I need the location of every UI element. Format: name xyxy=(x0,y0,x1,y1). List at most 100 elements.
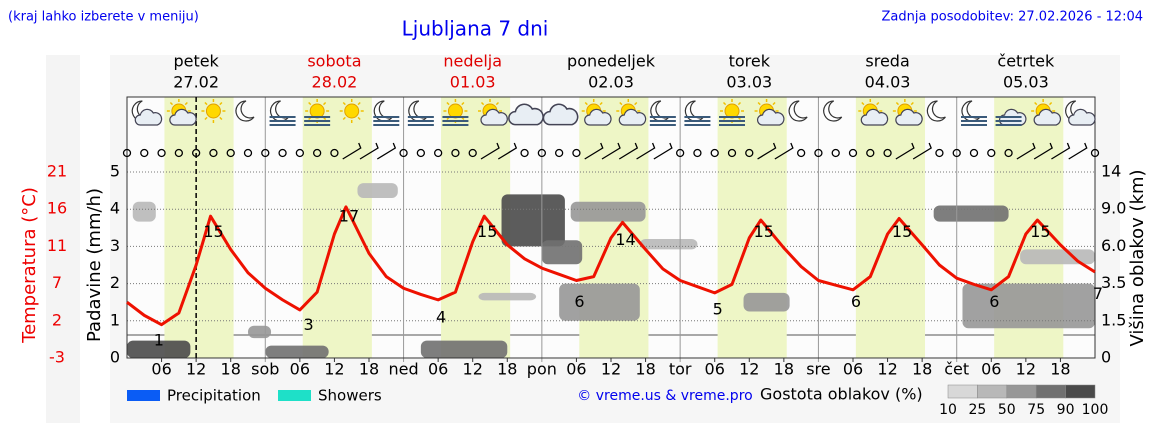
legend-label: Showers xyxy=(318,387,382,405)
moon xyxy=(373,100,393,122)
wind-calm xyxy=(433,148,443,158)
weather-icon xyxy=(407,100,434,126)
temp-tick-label: 11 xyxy=(47,236,67,255)
sun-ray xyxy=(204,116,208,121)
weather-icon xyxy=(166,99,197,126)
wind-barb xyxy=(653,142,673,160)
temp-label: 5 xyxy=(713,300,723,319)
sun xyxy=(724,103,740,119)
wind-calm xyxy=(174,148,184,158)
density-swatch xyxy=(977,384,1008,399)
temp-label: 3 xyxy=(304,315,314,334)
temp-label: 4 xyxy=(436,307,446,326)
y-tick-label: 4 xyxy=(110,199,120,218)
y2-tick-label: 6.0 xyxy=(1101,236,1126,255)
day-date: 03.03 xyxy=(726,73,772,92)
wind-calm xyxy=(278,148,287,158)
wind-calm xyxy=(1004,148,1013,158)
cloud xyxy=(1068,108,1096,126)
x-tick-label: 06 xyxy=(566,360,586,379)
wind-calm xyxy=(831,148,840,158)
density-swatch xyxy=(1006,384,1037,399)
wind-calm xyxy=(710,148,719,158)
daylight-band xyxy=(717,97,787,358)
y-tick-label: 1 xyxy=(110,310,120,329)
day-name: sreda xyxy=(865,52,909,71)
weather-icon xyxy=(961,100,987,126)
day-date: 01.03 xyxy=(450,73,496,92)
wind-calm xyxy=(554,148,564,158)
wind-barb xyxy=(1016,142,1036,160)
temp-label: 7 xyxy=(1093,284,1103,303)
weather-icon xyxy=(616,99,647,126)
cloud xyxy=(584,108,612,126)
wind-barb xyxy=(618,142,639,160)
weather-icon xyxy=(1031,99,1062,126)
wind-calm xyxy=(796,148,806,158)
y-tick-label: 3 xyxy=(110,236,120,255)
wind-calm xyxy=(122,148,132,158)
cloud xyxy=(1033,108,1062,126)
daylight-band xyxy=(441,97,511,358)
day-date: 02.03 xyxy=(588,73,634,92)
sun-ray xyxy=(1034,101,1038,106)
temp-tick-label: -3 xyxy=(49,348,65,367)
wind-barb xyxy=(1068,142,1088,160)
density-swatch xyxy=(1035,384,1066,399)
temp-axis-label: Temperatura (°C) xyxy=(19,187,40,344)
wind-calm xyxy=(330,148,339,158)
cloud-patch xyxy=(933,205,1009,222)
hint: (kraj lahko izberete v meniju) xyxy=(8,10,199,25)
cloud xyxy=(169,108,197,126)
cloud xyxy=(542,103,579,126)
wind-calm xyxy=(952,148,961,158)
x-tick-label: tor xyxy=(669,360,692,379)
cloud-patch xyxy=(639,238,698,250)
sun-ray xyxy=(219,101,223,106)
weather-icon xyxy=(201,99,226,123)
sun-ray xyxy=(308,101,312,106)
credit: © vreme.us & vreme.pro xyxy=(577,388,752,404)
weather-icon xyxy=(131,100,163,126)
wind-barb xyxy=(497,142,518,160)
weather-icon xyxy=(684,100,711,126)
sun-ray xyxy=(619,101,623,106)
x-tick-label: 12 xyxy=(186,360,206,379)
cloud xyxy=(134,108,163,126)
sun-ray xyxy=(446,101,450,106)
sun-ray xyxy=(495,101,500,106)
temp-label: 6 xyxy=(851,292,861,311)
wind-calm xyxy=(468,148,477,158)
daylight-band xyxy=(855,97,926,358)
cloud-patch xyxy=(420,340,508,358)
moon xyxy=(684,100,704,122)
x-tick-label: 18 xyxy=(497,360,517,379)
sun-ray xyxy=(599,101,603,106)
density-tick: 90 xyxy=(1057,402,1075,418)
density-tick: 50 xyxy=(998,402,1016,418)
x-tick-label: 18 xyxy=(1050,360,1070,379)
cloud-patch xyxy=(1020,249,1095,265)
wind-calm xyxy=(261,148,270,158)
weather-icon xyxy=(926,100,946,122)
cloud-patch xyxy=(357,183,398,199)
sun xyxy=(447,103,463,119)
cloud-patch xyxy=(132,201,156,222)
sun-ray xyxy=(737,101,742,106)
sun-ray xyxy=(461,101,465,106)
legend-swatch xyxy=(278,390,311,401)
cloud-patch xyxy=(127,340,191,358)
sun-ray xyxy=(895,101,900,106)
x-tick-label: ned xyxy=(389,360,419,379)
sun-ray xyxy=(480,101,485,106)
density-legend-title: Gostota oblakov (%) xyxy=(760,385,923,404)
x-tick-label: sob xyxy=(251,360,279,379)
density-tick: 75 xyxy=(1027,402,1045,418)
wind-calm xyxy=(727,148,737,158)
wind-calm xyxy=(312,148,322,158)
sun-ray xyxy=(876,101,880,106)
temp-label: 17 xyxy=(339,207,359,226)
sun xyxy=(309,103,325,119)
day-name: nedelja xyxy=(443,52,502,71)
